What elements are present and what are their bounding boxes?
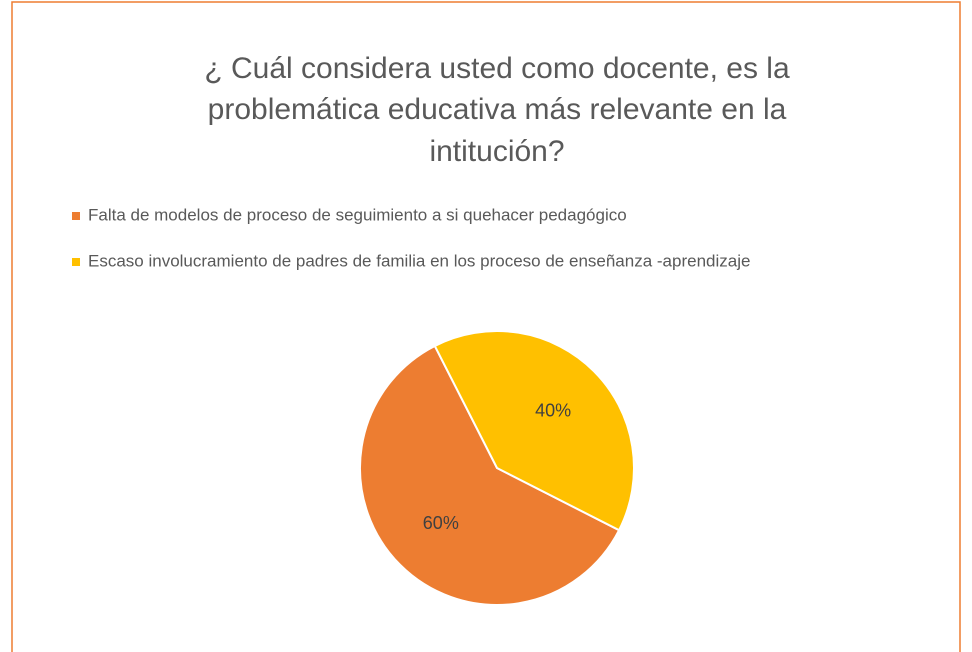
legend-swatch: [72, 258, 80, 266]
legend-swatch: [72, 212, 80, 220]
chart-title: problemática educativa más relevante en …: [208, 93, 787, 126]
chart-title: ¿ Cuál considera usted como docente, es …: [204, 52, 790, 85]
legend-label: Escaso involucramiento de padres de fami…: [88, 251, 750, 270]
pie-slice: [433, 330, 635, 532]
pie-slice: [359, 344, 621, 606]
data-label: 40%: [535, 401, 571, 421]
data-label: 60%: [423, 513, 459, 533]
chart-border: [11, 1, 961, 652]
legend-label: Falta de modelos de proceso de seguimien…: [88, 205, 627, 224]
chart-title: intitución?: [429, 135, 564, 168]
